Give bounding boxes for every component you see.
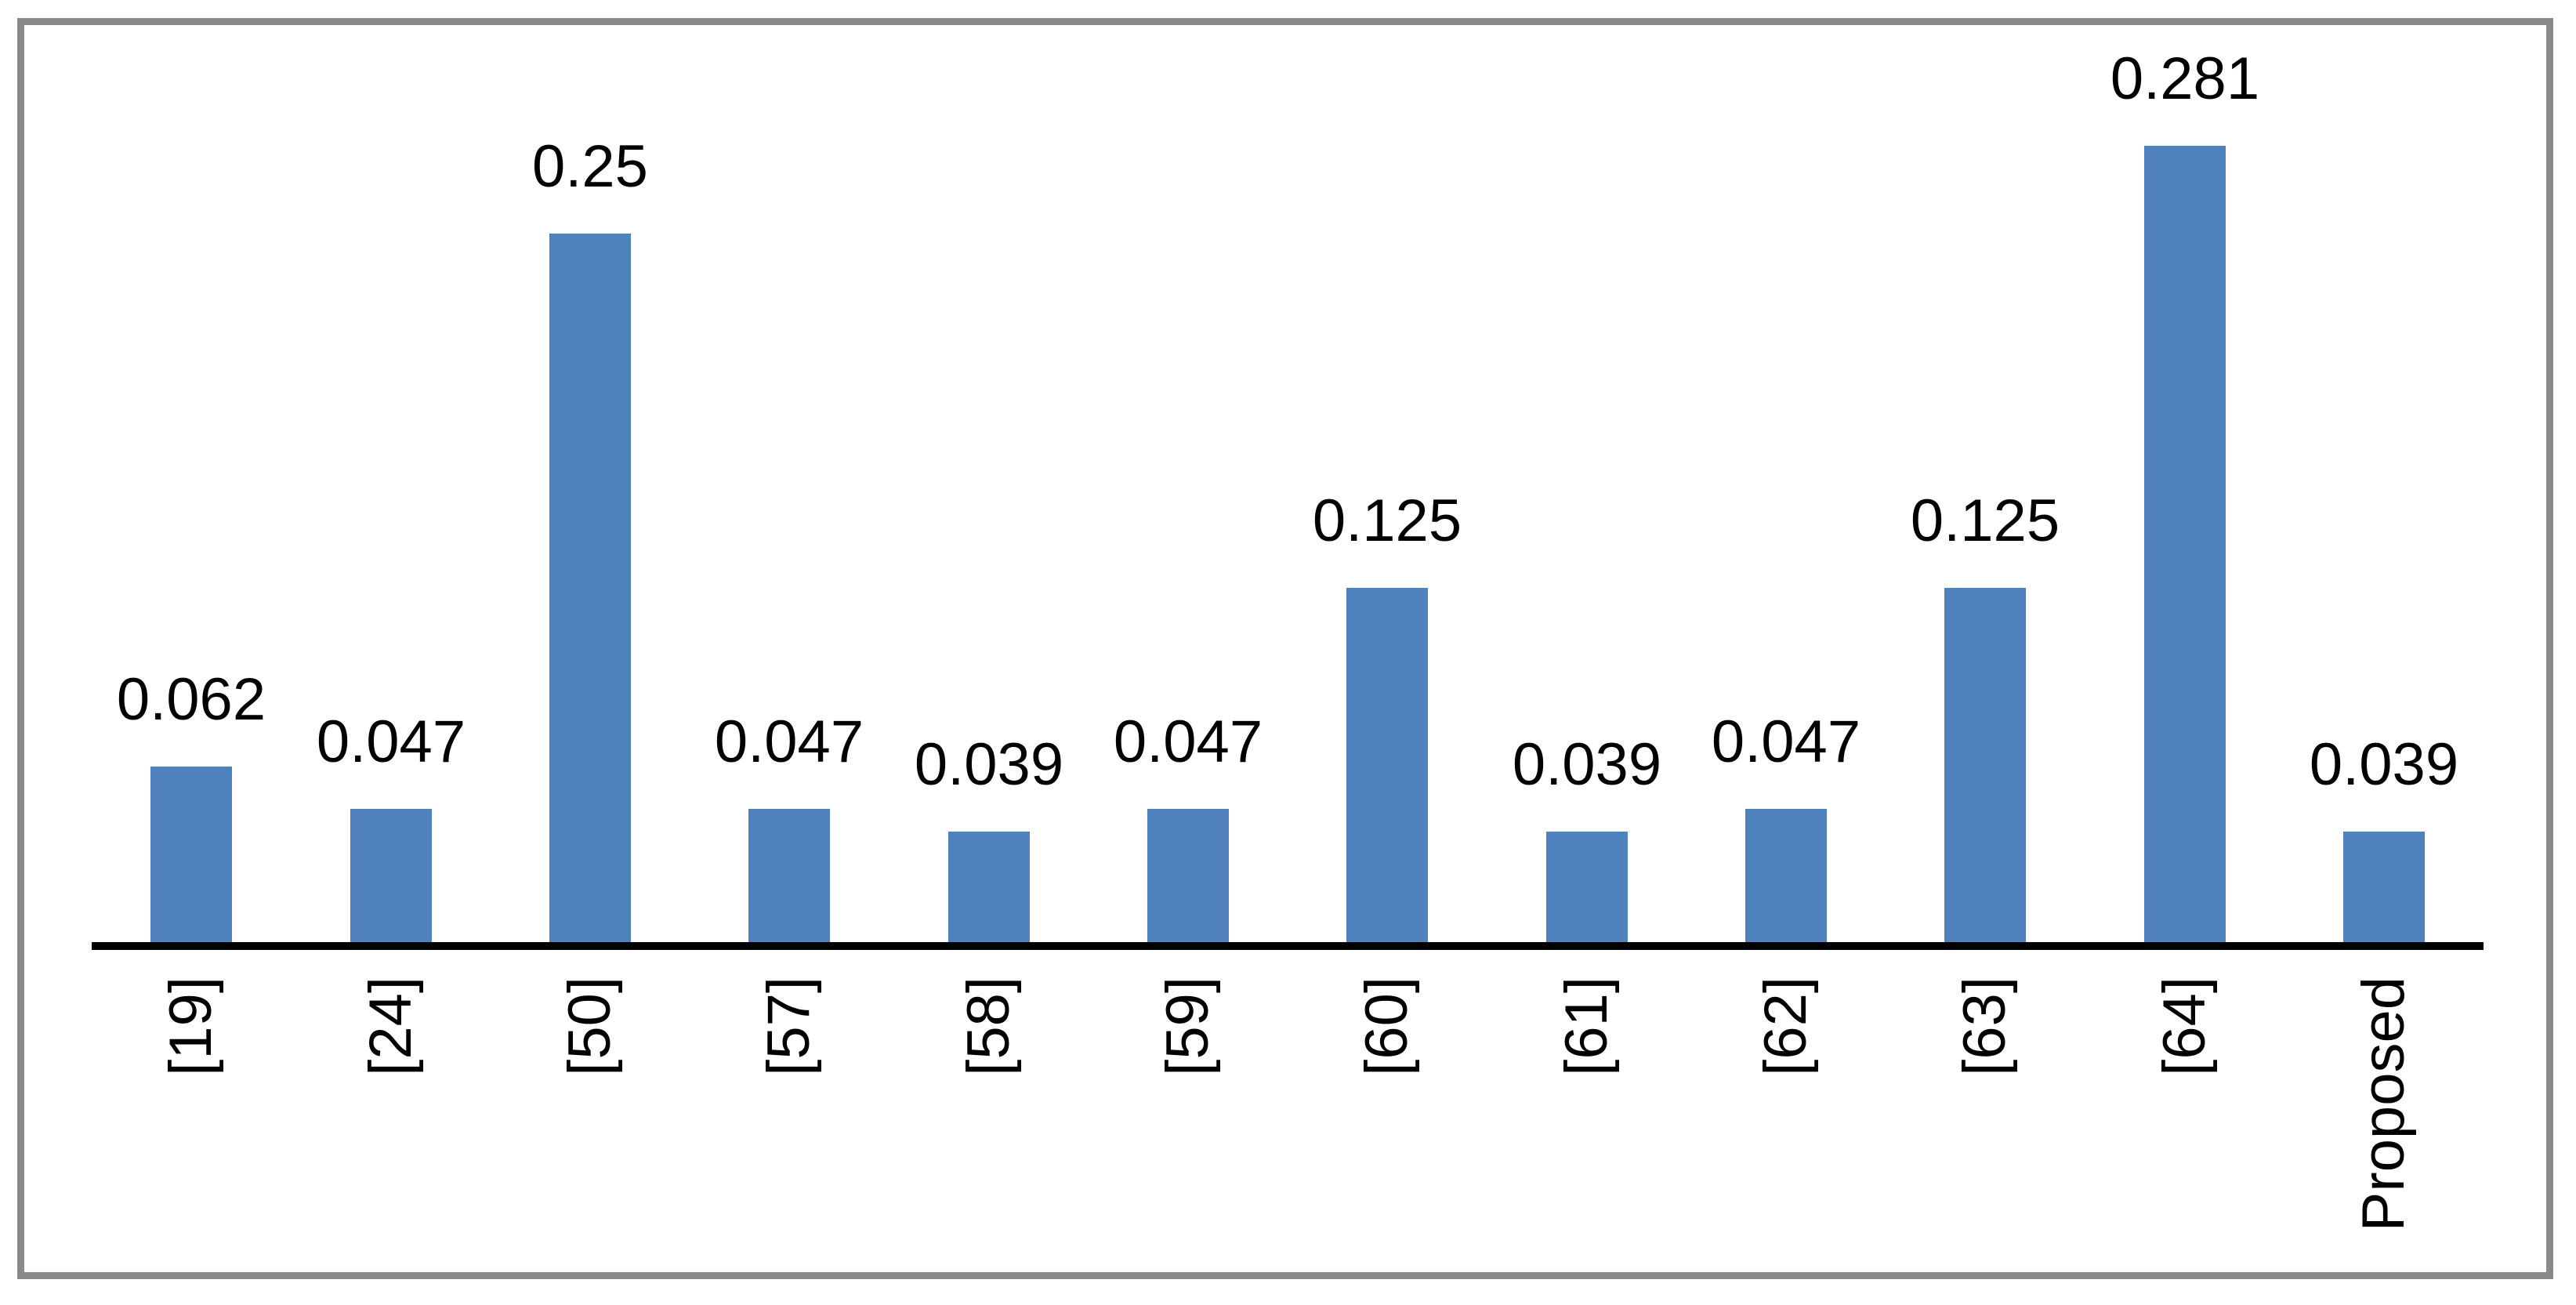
bar-value-label: 0.047 (316, 709, 466, 775)
bar (1944, 588, 2026, 942)
x-tick-label: [63] (1951, 977, 2018, 1076)
x-tick-label: [57] (755, 977, 822, 1076)
x-tick-label: [62] (1752, 977, 1819, 1076)
bar-value-label: 0.25 (532, 133, 648, 200)
bar (2343, 832, 2425, 942)
x-tick-label: Proposed (2350, 977, 2417, 1232)
x-tick-label: [60] (1353, 977, 1420, 1076)
bar (948, 832, 1030, 942)
bar (350, 809, 432, 942)
x-axis-line (92, 942, 2484, 950)
bar-value-label: 0.062 (116, 666, 266, 733)
x-tick-label: [24] (357, 977, 424, 1076)
bar-value-label: 0.039 (1512, 731, 1662, 798)
bar-value-label: 0.039 (2309, 731, 2459, 798)
bar (1745, 809, 1827, 942)
bar (1147, 809, 1229, 942)
x-tick-label: [61] (1553, 977, 1620, 1076)
x-tick-label: [59] (1154, 977, 1221, 1076)
bar (150, 767, 232, 942)
x-tick-label: [19] (158, 977, 224, 1076)
bar-value-label: 0.125 (1910, 488, 2060, 554)
bar (549, 234, 631, 942)
bar-value-label: 0.047 (1113, 709, 1263, 775)
bar-value-label: 0.039 (914, 731, 1064, 798)
bar (2144, 146, 2226, 942)
chart-border-frame (17, 18, 2553, 1279)
x-tick-label: [50] (556, 977, 623, 1076)
bar (748, 809, 830, 942)
bar-value-label: 0.281 (2110, 45, 2260, 112)
bar-value-label: 0.047 (1711, 709, 1861, 775)
x-tick-label: [58] (955, 977, 1022, 1076)
bar-value-label: 0.047 (714, 709, 864, 775)
bar (1546, 832, 1628, 942)
x-tick-label: [64] (2151, 977, 2218, 1076)
bar-value-label: 0.125 (1312, 488, 1462, 554)
bar (1346, 588, 1428, 942)
